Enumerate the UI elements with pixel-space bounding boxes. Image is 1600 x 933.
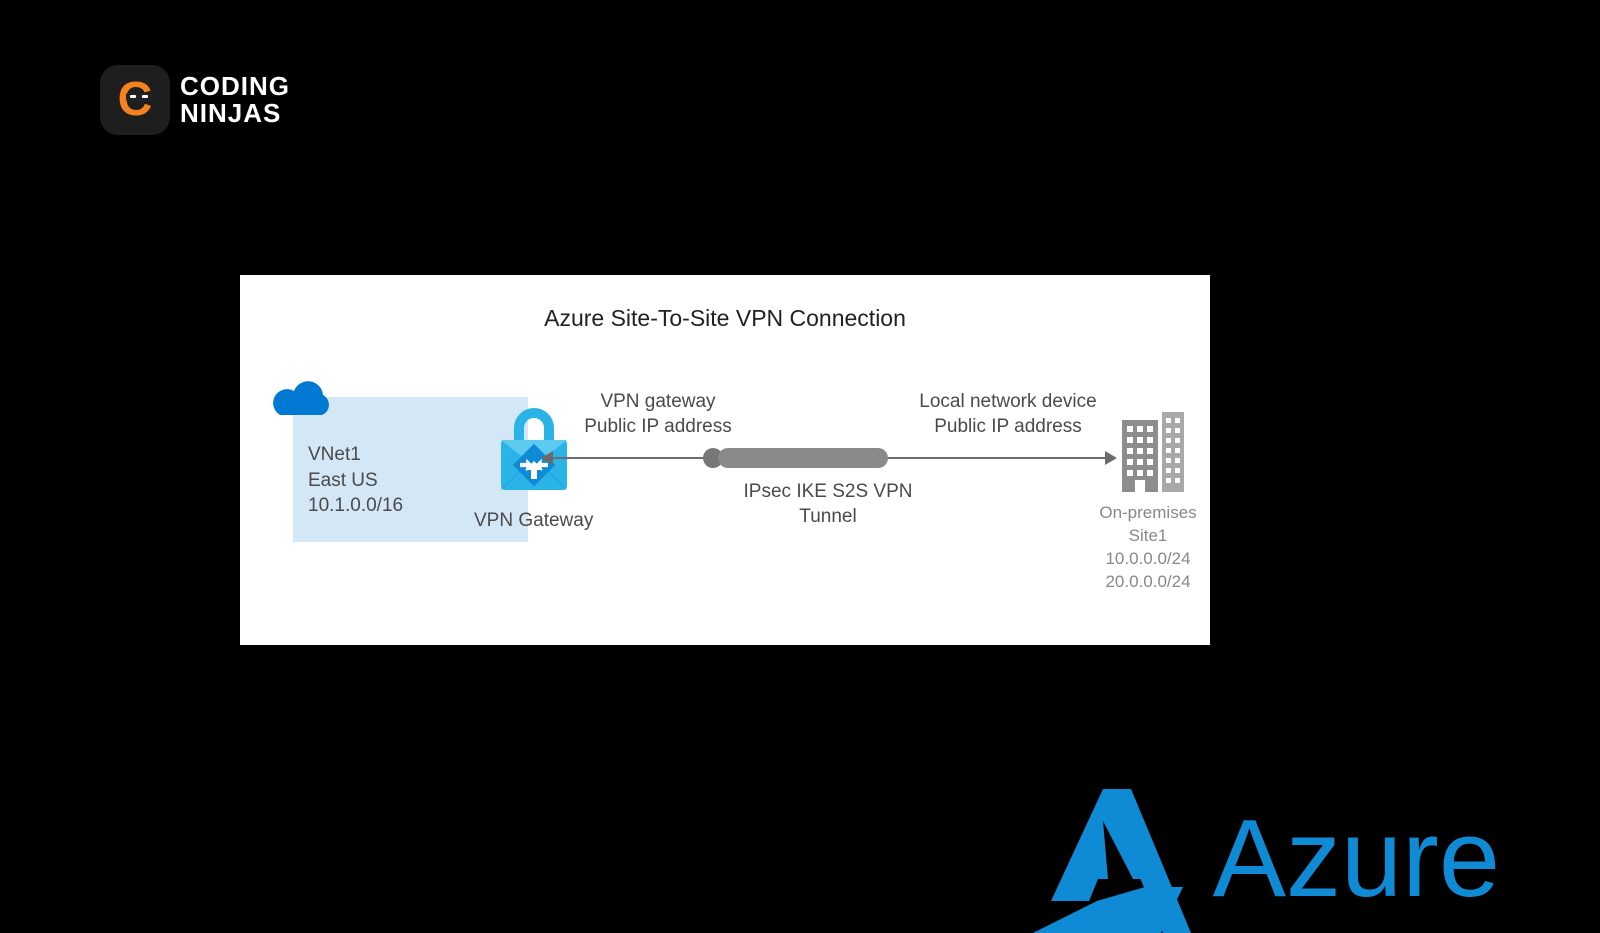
- cloud-icon: [268, 375, 338, 428]
- tunnel-label-line1: IPsec IKE S2S VPN: [718, 480, 938, 505]
- onprem-buildings-icon: [1120, 412, 1190, 502]
- onprem-cidr1: 10.0.0.0/24: [1088, 548, 1208, 571]
- coding-ninjas-badge: C: [100, 65, 170, 135]
- local-ip-line1: Local network device: [898, 390, 1118, 415]
- vpn-ip-label: VPN gateway Public IP address: [558, 390, 758, 439]
- onprem-line1: On-premises: [1088, 502, 1208, 525]
- tunnel-arrow-right-icon: [1105, 451, 1117, 465]
- onprem-cidr2: 20.0.0.0/24: [1088, 571, 1208, 594]
- vnet-region: East US: [308, 468, 403, 494]
- diagram-title: Azure Site-To-Site VPN Connection: [258, 305, 1192, 332]
- tunnel-label-line2: Tunnel: [718, 505, 938, 530]
- vpn-diagram-panel: Azure Site-To-Site VPN Connection VNet1 …: [240, 275, 1210, 645]
- coding-ninjas-logo: C CODING NINJAS: [100, 65, 290, 135]
- diagram-body: VNet1 East US 10.1.0.0/16 V: [258, 372, 1192, 632]
- vpn-ip-line1: VPN gateway: [558, 390, 758, 415]
- onprem-labels: On-premises Site1 10.0.0.0/24 20.0.0.0/2…: [1088, 502, 1208, 594]
- azure-a-icon: [1023, 783, 1193, 933]
- vnet-cidr: 10.1.0.0/16: [308, 493, 403, 519]
- coding-ninjas-line2: NINJAS: [180, 100, 290, 127]
- azure-text: Azure: [1213, 795, 1500, 922]
- ninja-eyes-icon: [126, 93, 152, 101]
- tunnel-pipe-icon: [718, 448, 888, 468]
- azure-logo: Azure: [1023, 783, 1500, 933]
- vpn-ip-line2: Public IP address: [558, 415, 758, 440]
- vnet-name: VNet1: [308, 442, 403, 468]
- local-ip-label: Local network device Public IP address: [898, 390, 1118, 439]
- coding-ninjas-line1: CODING: [180, 73, 290, 100]
- vnet-labels: VNet1 East US 10.1.0.0/16: [308, 442, 403, 519]
- vpn-gateway-label: VPN Gateway: [474, 510, 593, 532]
- coding-ninjas-text: CODING NINJAS: [180, 73, 290, 128]
- local-ip-line2: Public IP address: [898, 415, 1118, 440]
- tunnel-label: IPsec IKE S2S VPN Tunnel: [718, 480, 938, 529]
- onprem-line2: Site1: [1088, 525, 1208, 548]
